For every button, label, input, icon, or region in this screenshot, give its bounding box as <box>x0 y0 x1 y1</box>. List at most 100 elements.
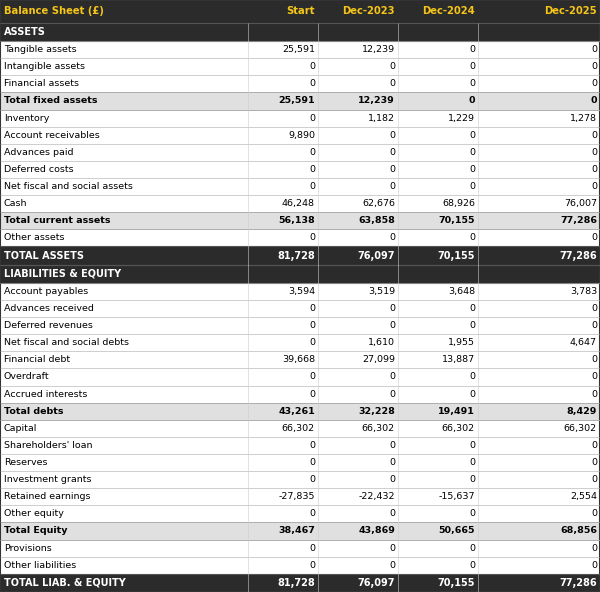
Text: 76,097: 76,097 <box>358 578 395 588</box>
Bar <box>0 437 600 454</box>
Text: 0: 0 <box>389 561 395 570</box>
Text: 0: 0 <box>309 321 315 330</box>
Text: 0: 0 <box>389 390 395 398</box>
Text: 0: 0 <box>591 148 597 157</box>
Bar <box>0 110 600 127</box>
Text: Retained earnings: Retained earnings <box>4 493 91 501</box>
Text: 3,783: 3,783 <box>570 287 597 296</box>
Text: Account receivables: Account receivables <box>4 131 100 140</box>
Text: 0: 0 <box>469 62 475 71</box>
Text: 50,665: 50,665 <box>439 526 475 536</box>
Text: 0: 0 <box>469 45 475 54</box>
Bar <box>0 283 600 300</box>
Bar <box>0 195 600 212</box>
Text: Financial assets: Financial assets <box>4 79 79 88</box>
Text: 0: 0 <box>591 233 597 242</box>
Text: 70,155: 70,155 <box>439 216 475 225</box>
Bar <box>0 574 600 592</box>
Text: ASSETS: ASSETS <box>4 27 46 37</box>
Text: 0: 0 <box>309 372 315 381</box>
Text: Dec-2023: Dec-2023 <box>343 7 395 17</box>
Text: 0: 0 <box>389 509 395 519</box>
Text: Deferred revenues: Deferred revenues <box>4 321 93 330</box>
Text: 4,647: 4,647 <box>570 338 597 348</box>
Text: 66,302: 66,302 <box>442 424 475 433</box>
Text: 56,138: 56,138 <box>278 216 315 225</box>
Text: Inventory: Inventory <box>4 114 49 123</box>
Text: 0: 0 <box>309 62 315 71</box>
Text: 27,099: 27,099 <box>362 355 395 365</box>
Text: 0: 0 <box>309 338 315 348</box>
Text: Dec-2024: Dec-2024 <box>422 7 475 17</box>
Text: 0: 0 <box>389 62 395 71</box>
Text: 0: 0 <box>309 475 315 484</box>
Text: 0: 0 <box>469 233 475 242</box>
Text: 0: 0 <box>591 321 597 330</box>
Text: Accrued interests: Accrued interests <box>4 390 88 398</box>
Text: Provisions: Provisions <box>4 543 52 552</box>
Text: 0: 0 <box>591 458 597 467</box>
Text: 0: 0 <box>469 165 475 174</box>
Text: 43,261: 43,261 <box>278 407 315 416</box>
Text: 77,286: 77,286 <box>560 216 597 225</box>
Text: 0: 0 <box>309 458 315 467</box>
Text: 0: 0 <box>309 561 315 570</box>
Text: Balance Sheet (£): Balance Sheet (£) <box>4 7 104 17</box>
Bar <box>0 92 600 110</box>
Text: Total fixed assets: Total fixed assets <box>4 96 97 105</box>
Text: Other assets: Other assets <box>4 233 65 242</box>
Text: Intangible assets: Intangible assets <box>4 62 85 71</box>
Text: 77,286: 77,286 <box>559 250 597 260</box>
Text: 0: 0 <box>469 96 475 105</box>
Text: 76,097: 76,097 <box>358 250 395 260</box>
Text: 0: 0 <box>469 321 475 330</box>
Bar <box>0 471 600 488</box>
Text: Advances paid: Advances paid <box>4 148 74 157</box>
Text: Tangible assets: Tangible assets <box>4 45 77 54</box>
Text: 46,248: 46,248 <box>282 199 315 208</box>
Text: 1,278: 1,278 <box>570 114 597 123</box>
Text: Capital: Capital <box>4 424 37 433</box>
Bar <box>0 246 600 265</box>
Text: 43,869: 43,869 <box>358 526 395 536</box>
Bar <box>0 75 600 92</box>
Bar <box>0 385 600 403</box>
Text: Net fiscal and social debts: Net fiscal and social debts <box>4 338 129 348</box>
Bar <box>0 0 600 23</box>
Bar <box>0 334 600 351</box>
Text: LIABILITIES & EQUITY: LIABILITIES & EQUITY <box>4 269 121 279</box>
Text: 0: 0 <box>309 390 315 398</box>
Text: TOTAL LIAB. & EQUITY: TOTAL LIAB. & EQUITY <box>4 578 126 588</box>
Text: 0: 0 <box>591 561 597 570</box>
Text: -22,432: -22,432 <box>359 493 395 501</box>
Text: 2,554: 2,554 <box>570 493 597 501</box>
Text: 0: 0 <box>591 182 597 191</box>
Bar <box>0 23 600 41</box>
Text: 0: 0 <box>309 148 315 157</box>
Bar <box>0 41 600 58</box>
Text: Start: Start <box>287 7 315 17</box>
Bar <box>0 58 600 75</box>
Text: 0: 0 <box>309 182 315 191</box>
Text: 66,302: 66,302 <box>362 424 395 433</box>
Text: 0: 0 <box>389 458 395 467</box>
Text: 0: 0 <box>591 441 597 450</box>
Text: 0: 0 <box>389 304 395 313</box>
Bar <box>0 351 600 368</box>
Text: 81,728: 81,728 <box>277 578 315 588</box>
Bar <box>0 265 600 283</box>
Text: 13,887: 13,887 <box>442 355 475 365</box>
Text: 1,229: 1,229 <box>448 114 475 123</box>
Text: 12,239: 12,239 <box>358 96 395 105</box>
Text: 32,228: 32,228 <box>358 407 395 416</box>
Text: 0: 0 <box>309 233 315 242</box>
Text: 0: 0 <box>389 543 395 552</box>
Text: 0: 0 <box>469 131 475 140</box>
Bar <box>0 229 600 246</box>
Text: 0: 0 <box>469 79 475 88</box>
Text: 0: 0 <box>309 509 315 519</box>
Text: 0: 0 <box>591 543 597 552</box>
Text: 8,429: 8,429 <box>566 407 597 416</box>
Text: 0: 0 <box>309 304 315 313</box>
Bar <box>0 506 600 522</box>
